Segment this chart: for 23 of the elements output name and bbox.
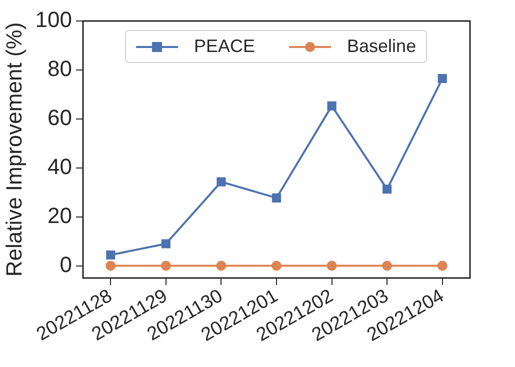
legend-label: Baseline <box>347 36 416 57</box>
point <box>326 260 337 271</box>
point <box>272 193 282 202</box>
legend-label: PEACE <box>194 36 256 57</box>
y-tick-label: 0 <box>60 252 72 277</box>
y-axis-title: Relative Improvement (%) <box>1 22 26 277</box>
point <box>382 184 392 194</box>
y-tick-label: 20 <box>48 202 72 228</box>
point <box>437 260 448 271</box>
point <box>272 260 282 271</box>
y-tick-label: 40 <box>48 154 72 179</box>
point <box>216 260 226 271</box>
y-tick-label: 80 <box>48 56 72 82</box>
point <box>106 260 116 271</box>
point <box>438 74 447 84</box>
y-tick-label: 60 <box>48 104 72 130</box>
point <box>382 260 392 271</box>
point <box>160 260 171 271</box>
point <box>327 101 336 110</box>
point <box>216 177 226 186</box>
y-tick-label: 100 <box>35 7 72 32</box>
point <box>106 250 116 260</box>
point <box>161 239 170 248</box>
